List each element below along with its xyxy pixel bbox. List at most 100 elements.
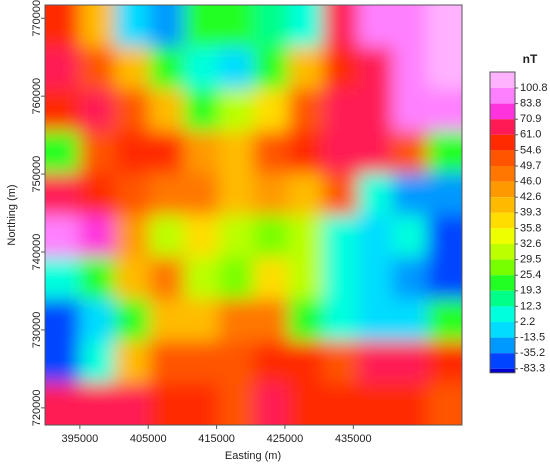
heat-cell xyxy=(79,215,116,258)
heat-cell xyxy=(184,47,220,90)
y-axis-title: Northing (m) xyxy=(6,184,18,245)
x-tick-label: 405000 xyxy=(130,433,167,445)
heat-cell xyxy=(149,299,185,342)
heat-cell xyxy=(253,215,290,258)
heat-cell xyxy=(184,257,220,300)
heat-cell xyxy=(288,383,324,425)
colorbar-segment xyxy=(490,181,515,198)
heat-cell xyxy=(149,215,185,258)
colorbar-segment xyxy=(490,275,515,291)
heat-cell xyxy=(427,383,462,425)
colorbar-segment xyxy=(490,290,515,307)
colorbar-label: 29.5 xyxy=(520,254,541,266)
colorbar-label: 100.8 xyxy=(520,82,548,94)
heat-cell xyxy=(79,131,116,174)
heat-cell xyxy=(149,5,185,48)
colorbar-segment xyxy=(490,228,515,244)
y-tick-label: 760000 xyxy=(31,78,43,115)
heat-cell xyxy=(427,341,462,384)
heat-cell xyxy=(45,299,81,342)
heat-cell xyxy=(392,5,429,48)
heat-cell xyxy=(45,173,81,216)
colorbar-label: 19.3 xyxy=(520,285,541,297)
heat-cell xyxy=(357,299,394,342)
heat-cell xyxy=(323,131,359,174)
x-tick-label: 415000 xyxy=(198,433,235,445)
heat-cell xyxy=(79,5,116,48)
heat-cell xyxy=(253,257,290,300)
heat-cell xyxy=(288,5,324,48)
colorbar-segment xyxy=(490,244,515,260)
colorbar-segment xyxy=(490,134,515,151)
heat-cell xyxy=(392,89,429,132)
heat-cell xyxy=(253,173,290,216)
heat-cell xyxy=(79,257,116,300)
heat-cell xyxy=(45,89,81,132)
heat-cell xyxy=(114,299,151,342)
heat-cell xyxy=(79,383,116,425)
heat-cell xyxy=(45,341,81,384)
y-tick-label: 770000 xyxy=(31,0,43,37)
colorbar-segment xyxy=(490,150,515,166)
colorbar-label: 61.0 xyxy=(520,129,541,141)
heat-cell xyxy=(288,89,324,132)
heat-cell xyxy=(392,299,429,342)
heat-cell xyxy=(357,173,394,216)
heat-cell xyxy=(357,47,394,90)
heat-cell xyxy=(288,47,324,90)
heat-cell xyxy=(79,173,116,216)
colorbar-label: 70.9 xyxy=(520,113,541,125)
heat-cell xyxy=(149,173,185,216)
heat-cell xyxy=(323,341,359,384)
heat-cell xyxy=(427,173,462,216)
heat-cell xyxy=(427,89,462,132)
heat-cell xyxy=(288,131,324,174)
heat-cell xyxy=(392,215,429,258)
heat-cell xyxy=(149,341,185,384)
heat-cell xyxy=(218,173,255,216)
heat-cell xyxy=(357,5,394,48)
colorbar-segment xyxy=(490,306,515,322)
heat-cell xyxy=(427,47,462,90)
heat-cell xyxy=(427,257,462,300)
heat-cell xyxy=(45,257,81,300)
heat-cell xyxy=(184,383,220,425)
heat-cell xyxy=(392,47,429,90)
colorbar-label: 49.7 xyxy=(520,160,541,172)
heat-cell xyxy=(253,5,290,48)
heat-cell xyxy=(45,131,81,174)
heatmap xyxy=(45,5,462,425)
colorbar-segment xyxy=(490,212,515,229)
heat-cell xyxy=(323,383,359,425)
heat-cell xyxy=(392,173,429,216)
heat-cell xyxy=(218,131,255,174)
heat-cell xyxy=(427,5,462,48)
heat-cell xyxy=(323,47,359,90)
y-tick-label: 720000 xyxy=(31,389,43,426)
heat-cell xyxy=(114,383,151,425)
heat-cell xyxy=(253,47,290,90)
colorbar-label: 39.3 xyxy=(520,207,541,219)
y-tick-label: 750000 xyxy=(31,156,43,193)
heat-cell xyxy=(357,131,394,174)
colorbar-segment xyxy=(490,259,515,276)
colorbar-segment xyxy=(490,197,515,213)
heat-cell xyxy=(184,89,220,132)
heat-cell xyxy=(114,257,151,300)
heat-cell xyxy=(427,299,462,342)
heat-cell xyxy=(114,341,151,384)
heat-cell xyxy=(45,215,81,258)
colorbar-segment xyxy=(490,337,515,354)
heat-cell xyxy=(218,383,255,425)
heat-cell xyxy=(79,47,116,90)
heat-cell xyxy=(357,341,394,384)
heat-cell xyxy=(149,131,185,174)
colorbar-segment xyxy=(490,88,515,104)
colorbar-frame xyxy=(489,71,516,374)
heat-cell xyxy=(184,299,220,342)
heat-cell xyxy=(392,257,429,300)
x-axis-title: Easting (m) xyxy=(225,450,281,462)
heat-cell xyxy=(149,257,185,300)
heat-cell xyxy=(253,299,290,342)
colorbar-segment xyxy=(490,103,515,120)
